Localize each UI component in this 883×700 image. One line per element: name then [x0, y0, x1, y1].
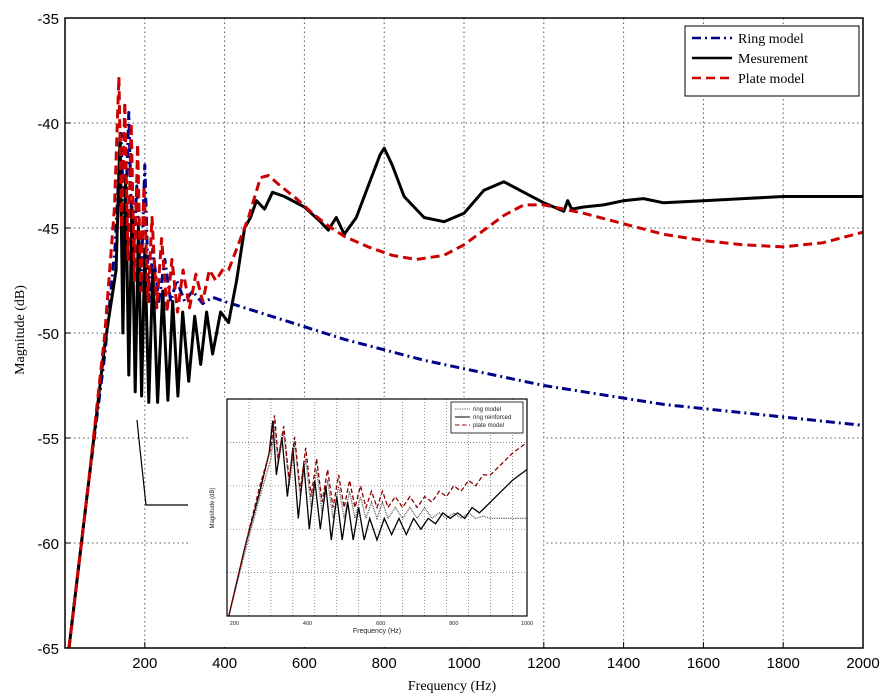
x-tick-label: 600	[292, 655, 317, 672]
legend-label: Mesurement	[738, 52, 808, 67]
inset-series-line-plate-model	[228, 415, 528, 617]
x-tick-label: 1000	[447, 655, 480, 672]
y-tick-label: -50	[37, 326, 59, 343]
main-grid	[65, 18, 863, 648]
x-tick-label: 1200	[527, 655, 560, 672]
x-tick-label: 2000	[846, 655, 879, 672]
x-tick-label: 800	[372, 655, 397, 672]
x-tick-label: 200	[132, 655, 157, 672]
inset-chart: 200 400 600 800 1000 Frequency (Hz) Magnitud…	[210, 398, 533, 635]
x-axis-label: Frequency (Hz)	[408, 679, 497, 694]
y-tick-label: -60	[37, 536, 59, 553]
inset-legend: ring model ring reinforced plate model	[450, 401, 524, 434]
y-tick-label: -45	[37, 221, 59, 238]
series-line-ring-model	[67, 111, 864, 649]
inset-legend-label: plate model	[473, 423, 504, 429]
x-tick-label: 1800	[767, 655, 800, 672]
y-tick-label: -40	[37, 116, 59, 133]
inset-x-axis-label: Frequency (Hz)	[353, 628, 401, 635]
main-ticks: 200 400 600 800 1000 1200 1400 1600 1800 2000 -35 -…	[37, 11, 879, 672]
inset-series-line-ring-reinforced	[228, 420, 528, 617]
inset-legend-label: ring reinforced	[473, 415, 511, 421]
y-axis-label: Magnitude (dB)	[13, 285, 28, 375]
series-line-plate-model	[67, 75, 864, 649]
x-tick-label: 400	[212, 655, 237, 672]
inset-series-line-ring-model	[228, 426, 527, 617]
inset-x-tick-label: 600	[376, 621, 385, 627]
inset-plot-frame	[226, 398, 528, 617]
inset-y-axis-label: Magnitude (dB)	[210, 487, 216, 528]
inset-x-tick-label: 200	[230, 621, 239, 627]
legend-label: Ring model	[738, 32, 804, 47]
y-tick-label: -65	[37, 641, 59, 658]
inset-connector	[136, 419, 190, 506]
y-tick-label: -55	[37, 431, 59, 448]
inset-x-tick-label: 1000	[521, 621, 533, 627]
main-legend: Ring model Mesurement Plate model	[684, 25, 860, 97]
inset-x-tick-label: 800	[449, 621, 458, 627]
inset-background	[188, 397, 543, 647]
inset-legend-label: ring model	[473, 407, 501, 413]
series-line-mesurement	[67, 132, 863, 649]
y-tick-label: -35	[37, 11, 59, 28]
main-series	[67, 75, 864, 649]
x-tick-label: 1600	[687, 655, 720, 672]
inset-x-tick-label: 400	[303, 621, 312, 627]
x-tick-label: 1400	[607, 655, 640, 672]
legend-label: Plate model	[738, 72, 805, 87]
